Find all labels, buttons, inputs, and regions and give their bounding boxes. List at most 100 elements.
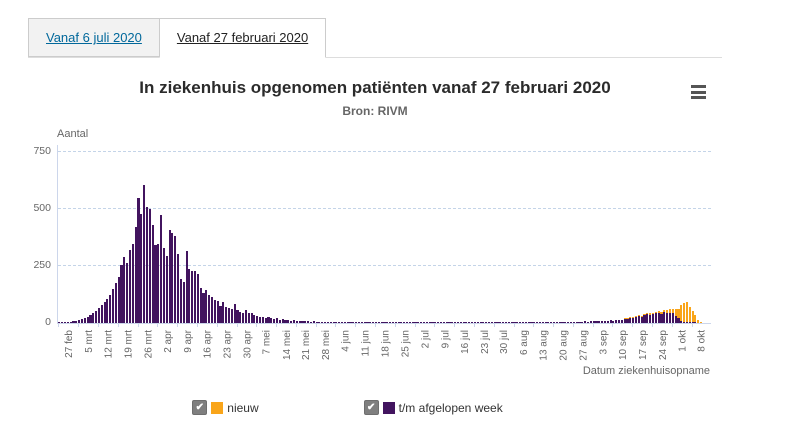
bar-tm-afgelopen-week[interactable] bbox=[434, 322, 437, 323]
bar-tm-afgelopen-week[interactable] bbox=[437, 322, 440, 323]
bar-tm-afgelopen-week[interactable] bbox=[606, 320, 609, 323]
bar-tm-afgelopen-week[interactable] bbox=[550, 322, 553, 323]
bar-tm-afgelopen-week[interactable] bbox=[666, 312, 669, 323]
bar-tm-afgelopen-week[interactable] bbox=[321, 321, 324, 323]
bar-tm-afgelopen-week[interactable] bbox=[519, 322, 522, 323]
bar-tm-afgelopen-week[interactable] bbox=[536, 322, 539, 323]
bar-nieuw[interactable] bbox=[643, 313, 646, 316]
bar-tm-afgelopen-week[interactable] bbox=[171, 232, 174, 323]
bar-tm-afgelopen-week[interactable] bbox=[688, 322, 691, 323]
bar-nieuw[interactable] bbox=[683, 302, 686, 322]
bar-tm-afgelopen-week[interactable] bbox=[397, 322, 400, 323]
bar-tm-afgelopen-week[interactable] bbox=[312, 321, 315, 323]
bar-tm-afgelopen-week[interactable] bbox=[389, 322, 392, 323]
bar-tm-afgelopen-week[interactable] bbox=[151, 224, 154, 323]
bar-nieuw[interactable] bbox=[691, 311, 694, 323]
bar-tm-afgelopen-week[interactable] bbox=[97, 308, 100, 323]
bar-tm-afgelopen-week[interactable] bbox=[140, 213, 143, 323]
bar-tm-afgelopen-week[interactable] bbox=[143, 185, 146, 323]
bar-tm-afgelopen-week[interactable] bbox=[80, 319, 84, 323]
bar-tm-afgelopen-week[interactable] bbox=[445, 322, 448, 323]
bar-tm-afgelopen-week[interactable] bbox=[547, 322, 550, 323]
bar-tm-afgelopen-week[interactable] bbox=[456, 322, 459, 323]
bar-tm-afgelopen-week[interactable] bbox=[360, 322, 363, 323]
bar-nieuw[interactable] bbox=[646, 313, 649, 315]
bar-tm-afgelopen-week[interactable] bbox=[205, 289, 208, 323]
bar-tm-afgelopen-week[interactable] bbox=[507, 322, 510, 323]
bar-nieuw[interactable] bbox=[666, 310, 669, 313]
bar-tm-afgelopen-week[interactable] bbox=[343, 322, 346, 323]
bar-tm-afgelopen-week[interactable] bbox=[561, 322, 564, 323]
bar-tm-afgelopen-week[interactable] bbox=[137, 197, 140, 323]
bar-nieuw[interactable] bbox=[694, 315, 697, 323]
bar-tm-afgelopen-week[interactable] bbox=[493, 322, 496, 323]
legend-item-nieuw[interactable]: ✔ nieuw bbox=[192, 400, 259, 415]
bar-tm-afgelopen-week[interactable] bbox=[174, 236, 177, 323]
bar-tm-afgelopen-week[interactable] bbox=[216, 301, 219, 323]
bar-tm-afgelopen-week[interactable] bbox=[406, 322, 409, 323]
bar-tm-afgelopen-week[interactable] bbox=[222, 302, 225, 323]
bar-tm-afgelopen-week[interactable] bbox=[485, 322, 488, 323]
bar-tm-afgelopen-week[interactable] bbox=[513, 322, 516, 323]
bar-tm-afgelopen-week[interactable] bbox=[487, 322, 491, 323]
bar-tm-afgelopen-week[interactable] bbox=[179, 279, 182, 323]
bar-tm-afgelopen-week[interactable] bbox=[651, 313, 655, 323]
bar-tm-afgelopen-week[interactable] bbox=[592, 321, 595, 323]
bar-tm-afgelopen-week[interactable] bbox=[634, 316, 638, 323]
bar-nieuw[interactable] bbox=[657, 310, 660, 313]
bar-tm-afgelopen-week[interactable] bbox=[123, 256, 126, 323]
bar-tm-afgelopen-week[interactable] bbox=[225, 306, 228, 323]
bar-tm-afgelopen-week[interactable] bbox=[569, 322, 573, 323]
bar-nieuw[interactable] bbox=[623, 318, 626, 319]
bar-tm-afgelopen-week[interactable] bbox=[103, 302, 106, 323]
bar-tm-afgelopen-week[interactable] bbox=[191, 270, 194, 323]
bar-tm-afgelopen-week[interactable] bbox=[504, 322, 508, 323]
bar-tm-afgelopen-week[interactable] bbox=[603, 320, 606, 323]
bar-tm-afgelopen-week[interactable] bbox=[654, 313, 657, 323]
bar-nieuw[interactable] bbox=[680, 304, 683, 321]
chart-context-menu-button[interactable] bbox=[691, 85, 708, 99]
bar-tm-afgelopen-week[interactable] bbox=[284, 320, 287, 323]
bar-tm-afgelopen-week[interactable] bbox=[403, 322, 406, 323]
bar-tm-afgelopen-week[interactable] bbox=[199, 288, 202, 323]
bar-tm-afgelopen-week[interactable] bbox=[422, 322, 426, 323]
bar-tm-afgelopen-week[interactable] bbox=[318, 321, 321, 323]
bar-tm-afgelopen-week[interactable] bbox=[400, 322, 403, 323]
bar-tm-afgelopen-week[interactable] bbox=[510, 322, 513, 323]
bar-tm-afgelopen-week[interactable] bbox=[584, 321, 587, 323]
bar-tm-afgelopen-week[interactable] bbox=[250, 312, 253, 323]
bar-tm-afgelopen-week[interactable] bbox=[202, 292, 205, 323]
bar-tm-afgelopen-week[interactable] bbox=[408, 322, 411, 323]
bar-tm-afgelopen-week[interactable] bbox=[544, 321, 547, 323]
bar-tm-afgelopen-week[interactable] bbox=[502, 322, 505, 323]
bar-tm-afgelopen-week[interactable] bbox=[208, 295, 211, 323]
bar-tm-afgelopen-week[interactable] bbox=[154, 245, 157, 323]
bar-tm-afgelopen-week[interactable] bbox=[128, 250, 132, 323]
bar-tm-afgelopen-week[interactable] bbox=[329, 322, 332, 323]
bar-tm-afgelopen-week[interactable] bbox=[307, 320, 310, 323]
bar-nieuw[interactable] bbox=[654, 312, 657, 314]
bar-tm-afgelopen-week[interactable] bbox=[459, 322, 462, 323]
bar-tm-afgelopen-week[interactable] bbox=[620, 319, 623, 323]
bar-tm-afgelopen-week[interactable] bbox=[411, 322, 414, 323]
bar-tm-afgelopen-week[interactable] bbox=[219, 305, 222, 323]
bar-tm-afgelopen-week[interactable] bbox=[298, 320, 301, 323]
bar-tm-afgelopen-week[interactable] bbox=[462, 322, 465, 323]
bar-tm-afgelopen-week[interactable] bbox=[267, 316, 270, 323]
bar-tm-afgelopen-week[interactable] bbox=[454, 322, 457, 323]
bar-tm-afgelopen-week[interactable] bbox=[417, 322, 420, 323]
bar-tm-afgelopen-week[interactable] bbox=[157, 243, 160, 323]
bar-tm-afgelopen-week[interactable] bbox=[564, 321, 567, 323]
bar-tm-afgelopen-week[interactable] bbox=[264, 317, 267, 323]
bar-tm-afgelopen-week[interactable] bbox=[482, 322, 485, 323]
bar-tm-afgelopen-week[interactable] bbox=[295, 320, 298, 323]
bar-nieuw[interactable] bbox=[663, 309, 666, 313]
bar-tm-afgelopen-week[interactable] bbox=[674, 316, 677, 323]
bar-tm-afgelopen-week[interactable] bbox=[233, 304, 236, 323]
bar-tm-afgelopen-week[interactable] bbox=[244, 310, 247, 323]
bar-tm-afgelopen-week[interactable] bbox=[242, 312, 245, 323]
bar-tm-afgelopen-week[interactable] bbox=[335, 322, 338, 323]
bar-nieuw[interactable] bbox=[685, 301, 688, 323]
bar-tm-afgelopen-week[interactable] bbox=[612, 320, 615, 323]
bar-tm-afgelopen-week[interactable] bbox=[230, 309, 233, 323]
